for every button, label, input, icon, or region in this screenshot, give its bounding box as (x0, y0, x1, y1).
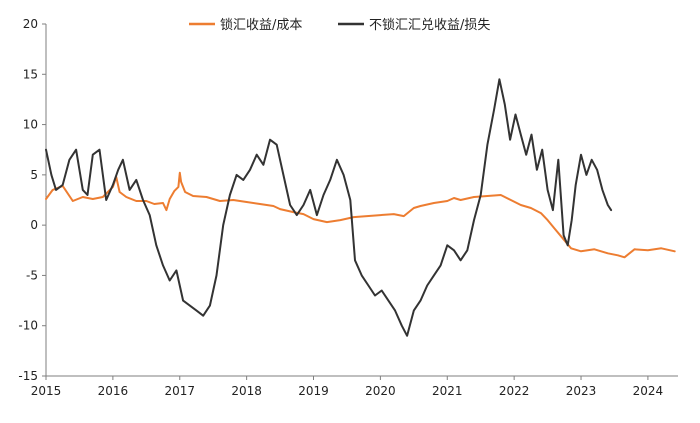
y-tick-label: 15 (23, 67, 38, 81)
x-tick-label: 2022 (499, 384, 530, 398)
y-tick-label: 5 (30, 168, 38, 182)
y-tick-label: 0 (30, 218, 38, 232)
x-tick-label: 2020 (365, 384, 396, 398)
x-tick-label: 2018 (231, 384, 262, 398)
legend: 锁汇收益/成本 不锁汇汇兑收益/损失 (189, 17, 490, 33)
x-tick-label: 2016 (98, 384, 129, 398)
x-tick-label: 2024 (633, 384, 664, 398)
legend-label-unhedged: 不锁汇汇兑收益/损失 (369, 17, 490, 33)
x-tick-label: 2017 (164, 384, 195, 398)
x-tick-label: 2021 (432, 384, 463, 398)
series-line-unhedged (45, 78, 613, 337)
series-line-hedged (45, 171, 676, 259)
y-tick-label: 20 (23, 17, 38, 31)
x-tick-label: 2019 (298, 384, 329, 398)
y-tick-label: -15 (18, 369, 38, 383)
y-tick-label: 10 (23, 118, 38, 132)
series-layer (45, 78, 676, 337)
legend-label-hedged: 锁汇收益/成本 (220, 17, 302, 33)
axes: -15 -10 -5 0 5 10 15 20 2015 2016 2017 2018 2019 2020… (18, 17, 678, 398)
x-tick-label: 2023 (566, 384, 597, 398)
y-tick-label: -5 (26, 268, 38, 282)
x-tick-label: 2015 (31, 384, 62, 398)
y-tick-label: -10 (18, 319, 38, 333)
